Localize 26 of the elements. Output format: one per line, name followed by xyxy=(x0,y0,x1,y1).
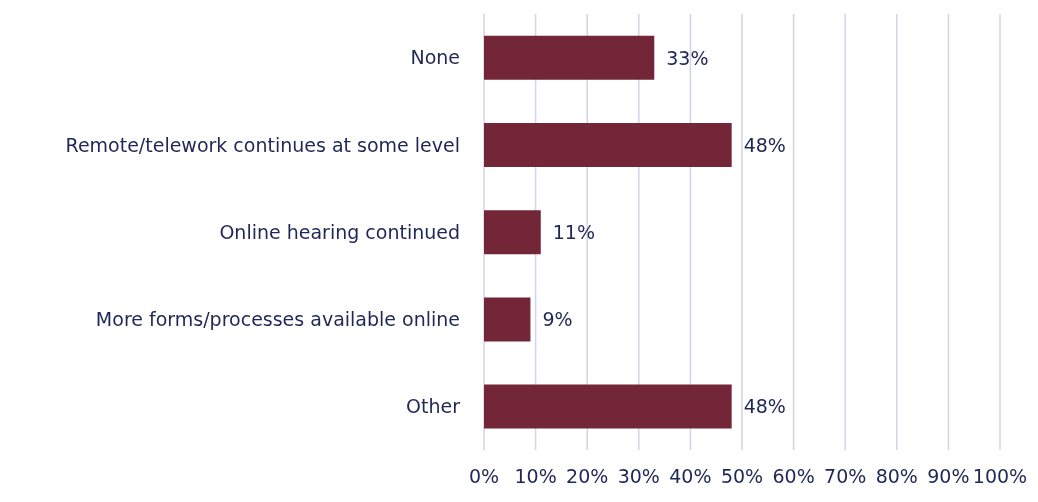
x-tick-label: 0% xyxy=(468,465,500,488)
bar xyxy=(484,210,541,255)
x-tick-label: 40% xyxy=(669,465,712,488)
x-tick-label: 70% xyxy=(824,465,867,488)
x-tick-label: 30% xyxy=(617,465,660,488)
x-tick-label: 50% xyxy=(720,465,764,488)
x-tick-label: 100% xyxy=(972,465,1028,488)
y-tick-label: More forms/processes available online xyxy=(95,307,460,330)
data-label: 9% xyxy=(542,308,573,331)
bar xyxy=(484,297,531,342)
data-label: 33% xyxy=(666,46,709,69)
data-label: 48% xyxy=(743,395,786,418)
x-tick-label: 80% xyxy=(875,465,918,488)
bar xyxy=(484,123,732,167)
y-tick-label: Online hearing continued xyxy=(219,220,460,243)
data-label: 48% xyxy=(743,133,786,156)
bar xyxy=(484,384,732,429)
x-tick-label: 60% xyxy=(772,465,815,488)
x-tick-label: 90% xyxy=(927,465,970,488)
data-label: 11% xyxy=(552,220,595,243)
y-tick-label: None xyxy=(410,46,460,69)
y-tick-label: Remote/telework continues at some level xyxy=(65,133,460,156)
y-tick-label: Other xyxy=(406,395,461,418)
bar xyxy=(484,35,655,80)
x-tick-label: 10% xyxy=(514,465,557,488)
x-tick-label: 20% xyxy=(566,465,609,488)
